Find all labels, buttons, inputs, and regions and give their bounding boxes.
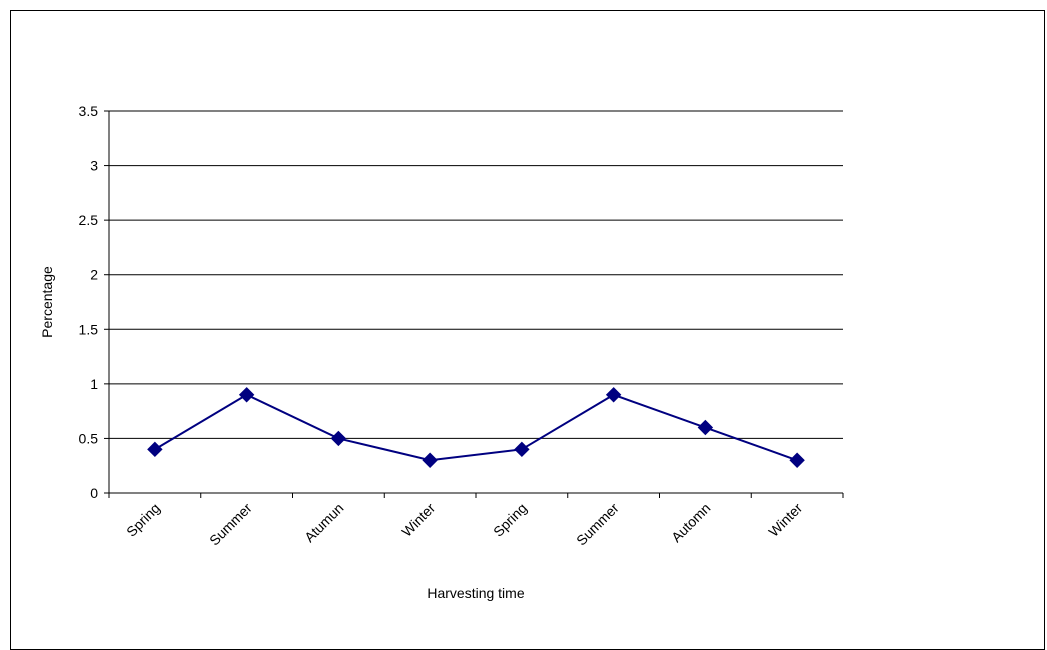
- data-point: [514, 441, 530, 458]
- data-point: [147, 441, 163, 458]
- y-tick-label: 3: [90, 158, 98, 174]
- y-tick-label: 2: [90, 267, 98, 283]
- y-tick-label: 1.5: [79, 321, 99, 337]
- y-tick-label: 3.5: [79, 103, 99, 119]
- chart-frame: [10, 10, 1045, 650]
- x-axis-title: Harvesting time: [427, 585, 524, 601]
- x-tick-label: Atumun: [301, 500, 346, 545]
- series: [147, 387, 805, 468]
- x-tick-label: Spring: [490, 500, 530, 540]
- data-point: [330, 430, 347, 447]
- x-tick-label: Summer: [573, 500, 622, 549]
- y-tick-label: 1: [90, 376, 98, 392]
- x-tick-label: Winter: [765, 500, 805, 540]
- x-tick-label: Summer: [206, 500, 255, 549]
- data-point: [238, 387, 255, 403]
- data-point: [789, 452, 805, 468]
- y-tick-label: 0: [90, 485, 98, 501]
- data-point: [422, 452, 438, 468]
- data-point: [697, 419, 714, 436]
- x-tick-label: Automn: [668, 500, 713, 545]
- x-tick-labels: Spring Summer Atumun Winter Spring Summer Auto…: [123, 500, 805, 549]
- y-tick-label: 0.5: [79, 430, 99, 446]
- x-tick-label: Spring: [123, 500, 163, 540]
- y-axis-title: Percentage: [39, 266, 55, 338]
- y-tick-labels: 0 0.5 1 1.5 2 2.5 3 3.5: [79, 103, 99, 501]
- x-tick-label: Winter: [398, 500, 438, 540]
- data-point: [605, 387, 622, 403]
- axes: [104, 110, 844, 498]
- y-tick-label: 2.5: [79, 212, 99, 228]
- series-line: [154, 393, 798, 462]
- gridlines: [109, 110, 843, 439]
